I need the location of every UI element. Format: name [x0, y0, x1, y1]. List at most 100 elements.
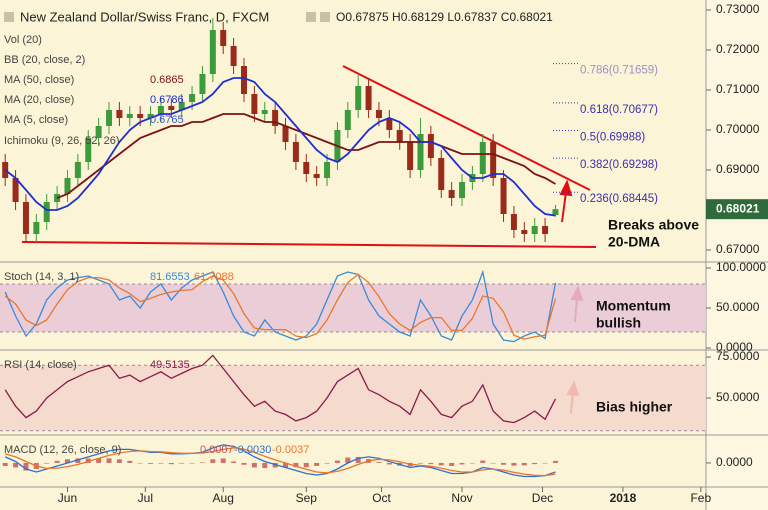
candle-body	[2, 162, 9, 178]
annotation: Momentum	[596, 298, 671, 314]
histogram-bar	[23, 462, 29, 471]
histogram-bar	[220, 458, 226, 463]
band	[0, 284, 706, 332]
histogram-bar	[231, 461, 237, 463]
last-price-box	[706, 199, 768, 220]
candle-body	[375, 110, 382, 118]
annotation: bullish	[596, 315, 641, 331]
candle-body	[542, 226, 549, 234]
histogram-bar	[283, 462, 289, 468]
candle-body	[147, 114, 154, 118]
histogram-bar	[386, 462, 392, 465]
candle-body	[251, 94, 258, 114]
histogram-bar	[75, 458, 81, 463]
candle-body	[479, 142, 486, 174]
x-tick-label: Aug	[213, 491, 234, 505]
price-axis-area	[706, 0, 768, 510]
histogram-bar	[2, 462, 8, 466]
series-line	[4, 77, 556, 217]
legend-name: RSI (14, close)	[4, 359, 77, 371]
candle-body	[116, 110, 123, 118]
histogram-bar	[438, 462, 444, 466]
histogram-bar	[106, 458, 112, 463]
candle-body	[178, 102, 185, 110]
series-line	[4, 273, 557, 340]
histogram-bar	[449, 462, 455, 466]
fib-label: 0.236(0.68445)	[580, 193, 658, 205]
candle-body	[64, 178, 71, 194]
x-tick-label: Jun	[58, 491, 77, 505]
histogram-bar	[54, 460, 60, 463]
y-tick-label: 0.69000	[716, 162, 760, 176]
candle-body	[12, 178, 19, 202]
x-tick-label: Dec	[532, 491, 553, 505]
candle-body	[438, 158, 445, 190]
candle-body	[95, 126, 102, 138]
x-tick-label: 2018	[610, 491, 637, 505]
candle-body	[396, 130, 403, 142]
candle-body	[500, 178, 507, 214]
x-tick-label: Jul	[138, 491, 153, 505]
x-tick-label: Oct	[372, 491, 391, 505]
icon[interactable]	[306, 12, 316, 22]
candle-body	[43, 202, 50, 222]
legend-name: MA (20, close)	[4, 94, 74, 106]
candle-body	[22, 202, 29, 234]
y-tick-label: 100.0000	[716, 260, 766, 274]
histogram-bar	[469, 462, 475, 464]
arrow	[561, 191, 567, 223]
histogram-bar	[251, 462, 257, 468]
candle-body	[531, 226, 538, 234]
histogram-bar	[521, 462, 527, 466]
candle-body	[168, 106, 175, 110]
candle-body	[240, 66, 247, 94]
indicator-label: BB (20, close, 2)	[4, 54, 85, 66]
histogram-bar	[272, 462, 278, 468]
annotation: Bias higher	[596, 399, 673, 415]
histogram-bar	[189, 462, 195, 464]
histogram-bar	[44, 462, 50, 464]
histogram-bar	[355, 456, 361, 463]
series-line	[5, 447, 556, 477]
legend-value: -0.0037	[272, 444, 309, 456]
legend-value: 0.0007	[200, 444, 234, 456]
histogram-bar	[542, 462, 548, 464]
y-tick-label: 0.72000	[716, 42, 760, 56]
candle-body	[417, 134, 424, 170]
series-line	[56, 113, 556, 199]
histogram-bar	[96, 458, 102, 463]
toolbar-icons	[4, 12, 330, 22]
candle-body	[209, 30, 216, 74]
histogram-bar	[345, 457, 351, 463]
histogram-bar	[262, 462, 268, 469]
x-tick-label: Feb	[690, 491, 711, 505]
histogram-bar	[85, 458, 91, 463]
icon[interactable]	[320, 12, 330, 22]
histogram-bar	[137, 462, 143, 464]
y-tick-label: 75.0000	[716, 349, 760, 363]
candle-body	[459, 182, 466, 198]
candle-body	[106, 110, 113, 126]
icon[interactable]	[4, 12, 14, 22]
candle-body	[490, 142, 497, 178]
series-line	[4, 269, 557, 343]
candle-body	[261, 110, 268, 114]
y-tick-label: 50.0000	[716, 390, 760, 404]
candle-body	[386, 118, 393, 130]
histogram-bar	[490, 462, 496, 464]
y-tick-label: 0.70000	[716, 122, 760, 136]
histogram-bar	[501, 462, 507, 465]
candle-body	[74, 162, 81, 178]
x-tick-label: Sep	[296, 491, 318, 505]
last-price-label: 0.68021	[716, 201, 760, 215]
histogram-bar	[210, 459, 216, 463]
histogram-bar	[303, 462, 309, 468]
resistance-trendline	[342, 65, 591, 191]
candle-body	[344, 110, 351, 130]
candle-body	[189, 94, 196, 102]
candle-body	[510, 214, 517, 230]
candle-body	[355, 86, 362, 110]
indicator-label: Ichimoku (9, 26, 52, 26)	[4, 135, 120, 147]
fib-label: 0.5(0.69988)	[580, 132, 645, 144]
